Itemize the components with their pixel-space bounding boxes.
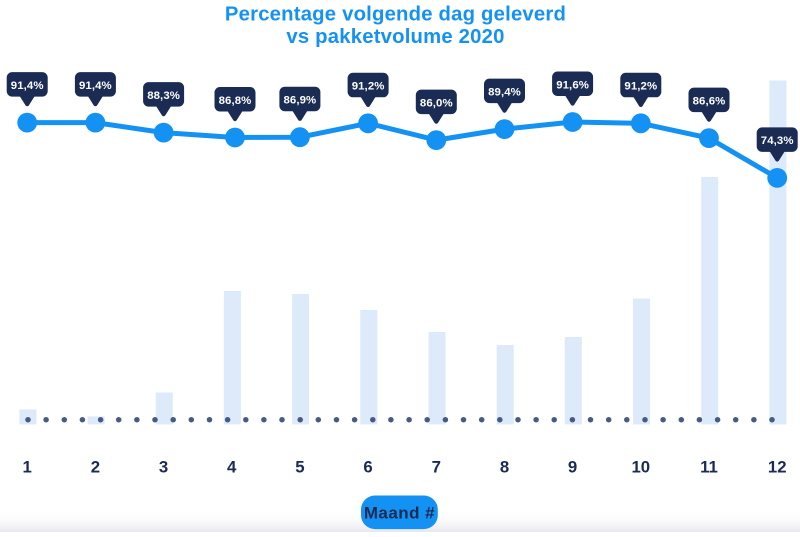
svg-text:91,6%: 91,6% bbox=[556, 79, 589, 91]
svg-text:91,4%: 91,4% bbox=[79, 80, 112, 92]
svg-text:3: 3 bbox=[159, 458, 168, 477]
svg-text:86,9%: 86,9% bbox=[283, 95, 316, 107]
svg-text:Percentage volgende dag geleve: Percentage volgende dag geleverd bbox=[225, 4, 566, 26]
svg-text:12: 12 bbox=[768, 458, 787, 477]
svg-text:4: 4 bbox=[227, 458, 237, 477]
svg-text:89,4%: 89,4% bbox=[488, 86, 521, 98]
svg-text:6: 6 bbox=[363, 458, 372, 477]
svg-text:1: 1 bbox=[23, 458, 32, 477]
svg-text:91,2%: 91,2% bbox=[624, 81, 657, 93]
svg-text:86,6%: 86,6% bbox=[693, 95, 726, 107]
svg-text:2: 2 bbox=[91, 458, 100, 477]
svg-text:vs pakketvolume 2020: vs pakketvolume 2020 bbox=[286, 26, 504, 48]
svg-text:88,3%: 88,3% bbox=[147, 90, 180, 102]
svg-text:11: 11 bbox=[700, 458, 718, 477]
svg-text:Maand #: Maand # bbox=[364, 503, 435, 522]
svg-text:91,4%: 91,4% bbox=[11, 80, 44, 92]
svg-text:7: 7 bbox=[432, 458, 441, 477]
svg-text:74,3%: 74,3% bbox=[761, 135, 794, 147]
svg-text:10: 10 bbox=[631, 458, 650, 477]
svg-text:86,8%: 86,8% bbox=[219, 95, 252, 107]
svg-text:91,2%: 91,2% bbox=[352, 81, 385, 93]
svg-text:5: 5 bbox=[295, 458, 304, 477]
svg-text:9: 9 bbox=[568, 458, 577, 477]
svg-text:86,0%: 86,0% bbox=[420, 97, 453, 109]
svg-text:8: 8 bbox=[500, 458, 509, 477]
